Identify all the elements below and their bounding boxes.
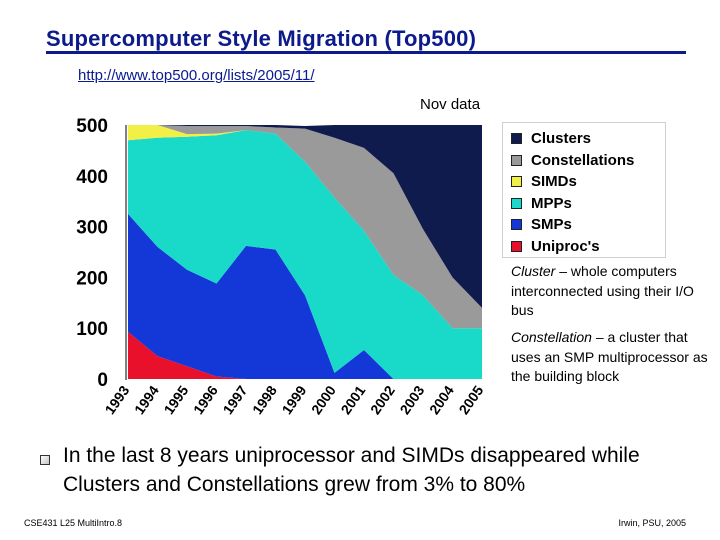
constellation-definition: – a cluster that uses an SMP multiproces… <box>511 329 708 384</box>
constellation-term: Constellation <box>511 329 592 345</box>
legend-item: Uniproc's <box>511 238 600 255</box>
footer-course: CSE431 L25 MultiIntro.8 <box>24 518 123 528</box>
cluster-definition: – whole computers interconnected using t… <box>511 263 694 318</box>
bullet-text: In the last 8 years uniprocessor and SIM… <box>63 444 640 496</box>
y-tick-label: 0 <box>97 370 108 391</box>
area-constellations <box>128 125 482 329</box>
chart-legend: Clusters Constellations SIMDs MPPs SMPs Unipr… <box>502 122 666 258</box>
y-tick-label: 500 <box>76 116 108 137</box>
legend-item: SMPs <box>511 216 572 233</box>
constellation-note: Constellation – a cluster that uses an S… <box>511 328 716 387</box>
legend-label: Uniproc's <box>531 237 600 255</box>
x-tick-label: 2005 <box>455 382 486 417</box>
legend-label: Clusters <box>531 130 592 147</box>
legend-label: MPPs <box>531 194 572 212</box>
x-tick-label: 1998 <box>249 382 280 417</box>
area-mpps <box>128 130 482 379</box>
title-underline <box>46 51 686 54</box>
legend-item: SIMDs <box>511 173 577 190</box>
legend-swatch <box>511 133 522 144</box>
bullet-marker-icon <box>40 455 50 465</box>
x-tick-label: 1995 <box>160 382 191 417</box>
slide-title: Supercomputer Style Migration (Top500) <box>46 26 477 51</box>
area-uniproc-s <box>128 331 482 379</box>
y-tick-label: 300 <box>76 218 108 239</box>
x-tick-label: 2004 <box>426 382 457 417</box>
legend-item: MPPs <box>511 195 572 212</box>
legend-swatch <box>511 197 522 209</box>
x-tick-label: 2002 <box>367 382 398 417</box>
legend-item: Clusters <box>511 130 591 147</box>
x-tick-label: 1997 <box>219 382 250 417</box>
footer-author: Irwin, PSU, 2005 <box>618 518 686 528</box>
x-tick-label: 1999 <box>278 382 309 417</box>
cluster-term: Cluster <box>511 263 556 279</box>
legend-label: SMPs <box>531 216 572 233</box>
legend-label: SIMDs <box>531 173 577 190</box>
area-clusters <box>128 125 482 308</box>
legend-label: Constellations <box>531 151 635 169</box>
x-tick-label: 2000 <box>308 382 339 417</box>
x-tick-label: 1996 <box>190 382 221 417</box>
x-tick-label: 2001 <box>337 382 368 417</box>
cluster-note: Cluster – whole computers interconnected… <box>511 262 716 321</box>
area-smps <box>128 213 482 379</box>
source-link[interactable]: http://www.top500.org/lists/2005/11/ <box>78 67 315 84</box>
y-tick-label: 200 <box>76 268 108 289</box>
y-tick-label: 400 <box>76 167 108 188</box>
legend-swatch <box>511 176 522 187</box>
legend-swatch <box>511 219 522 230</box>
x-tick-label: 1994 <box>131 382 162 417</box>
legend-swatch <box>511 154 522 166</box>
legend-item: Constellations <box>511 152 634 169</box>
y-tick-label: 100 <box>76 319 108 340</box>
legend-swatch <box>511 240 522 252</box>
chart-subtitle: Nov data <box>420 96 481 113</box>
x-tick-label: 2003 <box>396 382 427 417</box>
